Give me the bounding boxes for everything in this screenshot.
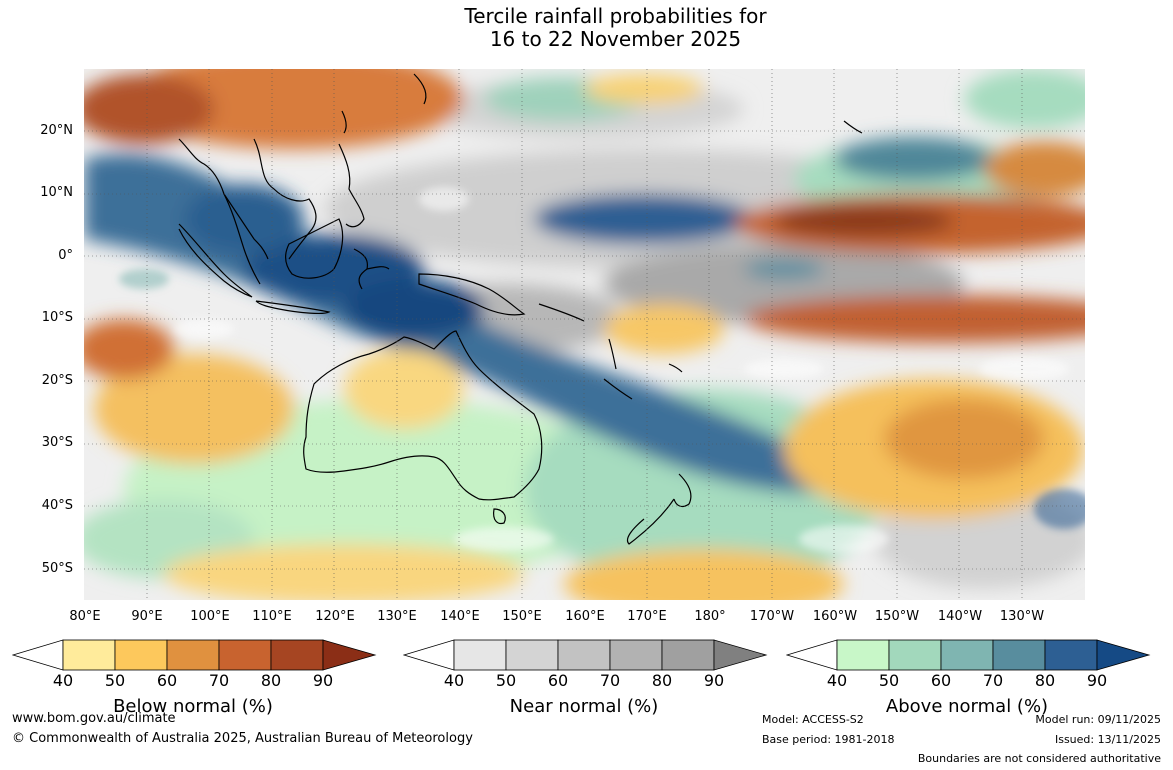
lon-label-150w: 150°W [874,609,920,624]
colorbar-segment [114,639,168,671]
lon-label-170e: 170°E [627,609,667,624]
tick-label: 50 [495,671,517,690]
colorbar-below-normal [12,639,377,671]
map-title: Tercile rainfall probabilities for 16 to… [0,5,1173,51]
tick-label: 80 [1034,671,1056,690]
colorbar-label-above: Above normal (%) [885,696,1049,717]
coast-tasmania [493,508,506,525]
coast-fiji [668,363,683,373]
lat-label-20n: 20°N [40,123,73,138]
coast-japan [413,73,427,105]
gridlines [84,69,1085,600]
tick-label: 90 [312,671,334,690]
coast-sulawesi [353,248,390,290]
coast-taiwan [341,110,347,134]
title-line-1: Tercile rainfall probabilities for [464,4,767,28]
lon-label-100e: 100°E [190,609,230,624]
tick-label: 90 [703,671,725,690]
tick-label: 60 [547,671,569,690]
coast-australia [303,330,543,501]
tick-label: 40 [826,671,848,690]
coast-java [255,300,331,315]
colorbar-segment [992,639,1046,671]
tick-label: 80 [260,671,282,690]
colorbar-segment [270,639,324,671]
lon-label-160e: 160°E [565,609,605,624]
lat-label-20s: 20°S [41,373,73,388]
lon-label-150e: 150°E [502,609,542,624]
lon-label-120e: 120°E [315,609,355,624]
colorbar-label-near: Near normal (%) [509,696,659,717]
lat-label-50s: 50°S [41,561,73,576]
lon-label-140e: 140°E [440,609,480,624]
footer-website: www.bom.gov.au/climate [12,711,176,726]
coast-malaysia [223,193,261,285]
colorbar-segment [1044,639,1098,671]
colorbar-extend-high [713,639,768,671]
footer-issued: Issued: 13/11/2025 [1054,733,1161,746]
colorbar-extend-low [403,639,455,671]
lon-label-160w: 160°W [812,609,858,624]
colorbar-segment [505,639,559,671]
tick-label: 90 [1086,671,1108,690]
probability-field [84,69,1085,600]
colorbar-extend-high [322,639,377,671]
lon-label-130w: 130°W [999,609,1045,624]
lon-label-110e: 110°E [252,609,292,624]
lat-label-40s: 40°S [41,498,73,513]
lon-label-80e: 80°E [69,609,101,624]
footer-disclaimer: Boundaries are not considered authoritat… [917,752,1161,765]
lon-label-140w: 140°W [937,609,983,624]
footer-model-run: Model run: 09/11/2025 [1035,713,1161,726]
lat-label-10n: 10°N [40,185,73,200]
lat-label-0: 0° [58,248,73,263]
colorbar-extend-high [1096,639,1151,671]
colorbar-segment [940,639,994,671]
footer-model: Model: ACCESS-S2 [762,713,864,726]
title-line-2: 16 to 22 November 2025 [489,27,742,51]
footer-base-period: Base period: 1981-2018 [762,733,895,746]
coast-hawaii [843,120,863,134]
lon-label-130e: 130°E [377,609,417,624]
lon-label-90e: 90°E [131,609,163,624]
coast-vanuatu [608,338,617,370]
coast-solomons [538,303,585,322]
tick-label: 70 [208,671,230,690]
coast-newzealand [626,473,692,545]
colorbar-extend-low [12,639,64,671]
coastlines [178,73,863,545]
tick-label: 70 [599,671,621,690]
colorbar-above-normal [786,639,1151,671]
colorbar-segment [453,639,507,671]
colorbar-segment [836,639,890,671]
lon-label-180: 180° [694,609,726,624]
colorbar-segment [62,639,116,671]
tick-label: 60 [930,671,952,690]
coast-newcaledonia [603,378,633,400]
footer-copyright: © Commonwealth of Australia 2025, Austra… [12,731,473,746]
tick-label: 40 [443,671,465,690]
tick-label: 80 [651,671,673,690]
colorbar-near-normal [403,639,768,671]
colorbar-segment [661,639,715,671]
lon-label-170w: 170°W [749,609,795,624]
rainfall-probability-map [84,69,1085,600]
tick-label: 40 [52,671,74,690]
lat-label-10s: 10°S [41,310,73,325]
tick-label: 50 [104,671,126,690]
colorbar-segment [166,639,220,671]
colorbar-segment [218,639,272,671]
colorbar-label-below: Below normal (%) [113,696,273,717]
colorbar-segment [888,639,942,671]
colorbar-extend-low [786,639,838,671]
tick-label: 50 [878,671,900,690]
colorbar-segment [609,639,663,671]
colorbar-segment [557,639,611,671]
tick-label: 60 [156,671,178,690]
tick-label: 70 [982,671,1004,690]
coast-newguinea [418,273,526,316]
lat-label-30s: 30°S [41,435,73,450]
probability-texture [119,187,1085,553]
coast-philippines [338,143,365,228]
